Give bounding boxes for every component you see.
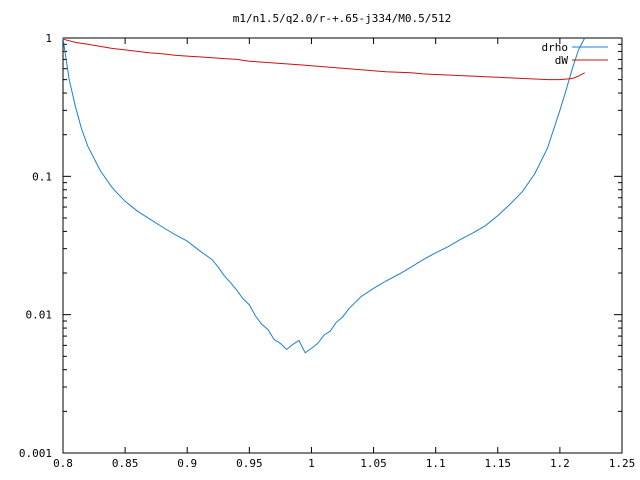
- x-tick-label: 0.95: [236, 457, 263, 470]
- legend-label-drho: drho: [542, 41, 569, 54]
- plot-frame: [62, 37, 623, 454]
- series-line-dw: [62, 38, 585, 81]
- x-tick-label: 1.1: [426, 457, 446, 470]
- x-tick-label: 1.25: [609, 457, 636, 470]
- y-tick-label: 0.01: [26, 309, 53, 322]
- x-tick-label: 1.05: [360, 457, 387, 470]
- axes: 0.8 0.85 0.9 0.95 1 1.05 1.1 1.15 1.2 1.25 0.001 0.…: [19, 32, 635, 470]
- y-tick-label: 1: [45, 32, 52, 45]
- x-tick-label: 0.9: [177, 457, 197, 470]
- x-tick-label: 1.15: [485, 457, 512, 470]
- y-tick-label: 0.1: [32, 170, 52, 183]
- series-line-drho: [62, 37, 586, 354]
- chart-title: m1/n1.5/q2.0/r-+.65-j334/M0.5/512: [233, 12, 452, 25]
- x-tick-label: 1: [308, 457, 315, 470]
- y-tick-label: 0.001: [19, 447, 52, 460]
- legend-label-dw: dW: [555, 54, 569, 67]
- x-tick-label: 1.2: [550, 457, 570, 470]
- x-tick-label: 0.85: [112, 457, 139, 470]
- legend: drho dW: [542, 41, 608, 67]
- series-layer: [62, 37, 586, 354]
- x-tick-label: 0.8: [53, 457, 73, 470]
